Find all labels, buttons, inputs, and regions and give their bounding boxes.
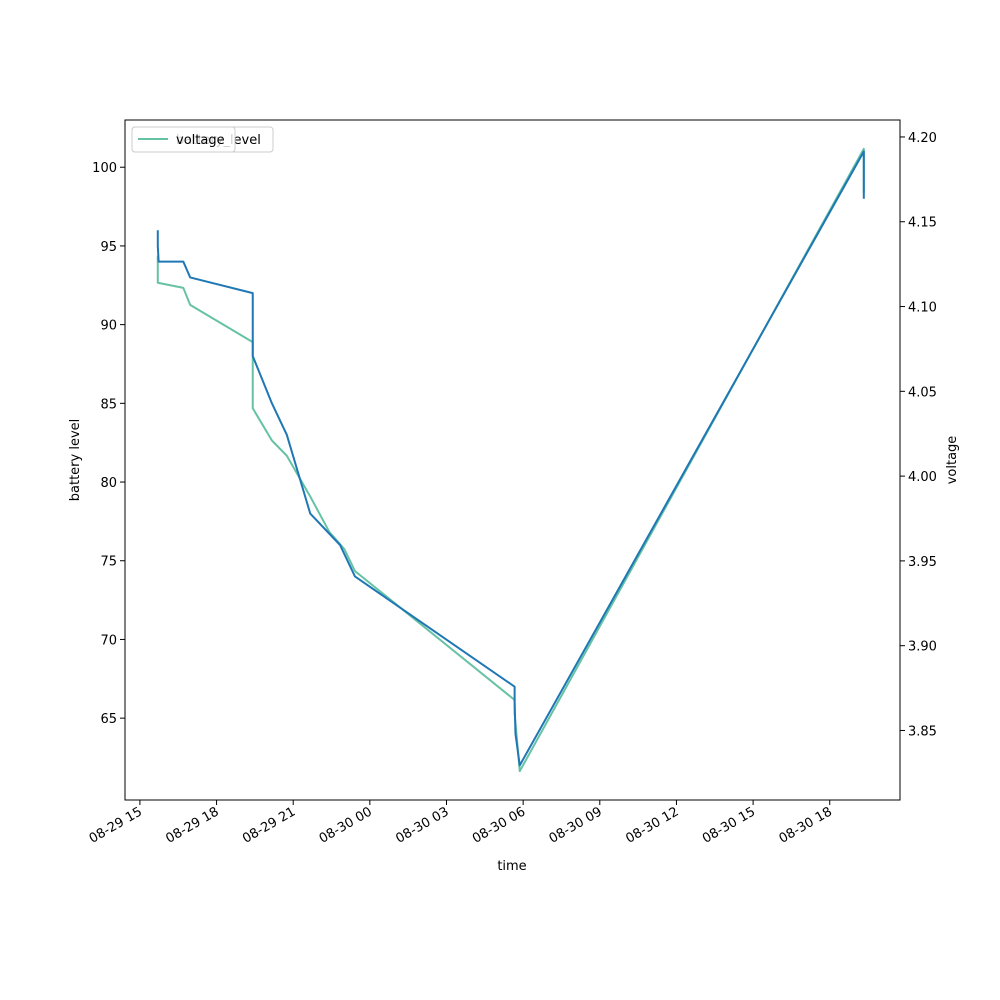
right-y-tick-label: 3.85 bbox=[908, 724, 937, 739]
right-y-tick-label: 3.95 bbox=[908, 555, 937, 570]
left-y-tick-label: 90 bbox=[100, 319, 117, 334]
left-y-tick-label: 70 bbox=[100, 633, 117, 648]
right-y-axis-label: voltage bbox=[945, 436, 960, 485]
legend-box-voltage bbox=[131, 126, 236, 153]
right-y-tick-label: 4.00 bbox=[908, 470, 937, 485]
legend: battery_level voltage bbox=[131, 126, 274, 153]
left-y-axis: 65 70 75 80 85 90 95 100 bbox=[92, 161, 125, 727]
left-y-tick-label: 100 bbox=[92, 161, 117, 176]
left-y-tick-label: 95 bbox=[100, 240, 117, 255]
right-y-tick-label: 4.15 bbox=[908, 216, 937, 231]
right-y-axis: 3.85 3.90 3.95 4.00 4.05 4.10 4.15 4.20 bbox=[900, 131, 937, 739]
x-axis-label: time bbox=[497, 859, 526, 874]
right-y-tick-label: 4.05 bbox=[908, 385, 937, 400]
legend-label-voltage: voltage bbox=[176, 133, 225, 148]
right-y-tick-label: 4.20 bbox=[908, 131, 937, 146]
right-y-tick-label: 3.90 bbox=[908, 640, 937, 655]
series-line-battery-level bbox=[156, 150, 865, 767]
left-y-axis-label: battery level bbox=[68, 419, 83, 502]
left-y-tick-label: 65 bbox=[100, 712, 117, 727]
left-y-tick-label: 80 bbox=[100, 476, 117, 491]
right-y-tick-label: 4.10 bbox=[908, 301, 937, 316]
left-y-tick-label: 85 bbox=[100, 397, 117, 412]
left-y-tick-label: 75 bbox=[100, 555, 117, 570]
series-layer bbox=[156, 147, 865, 773]
plot-frame bbox=[124, 119, 901, 801]
